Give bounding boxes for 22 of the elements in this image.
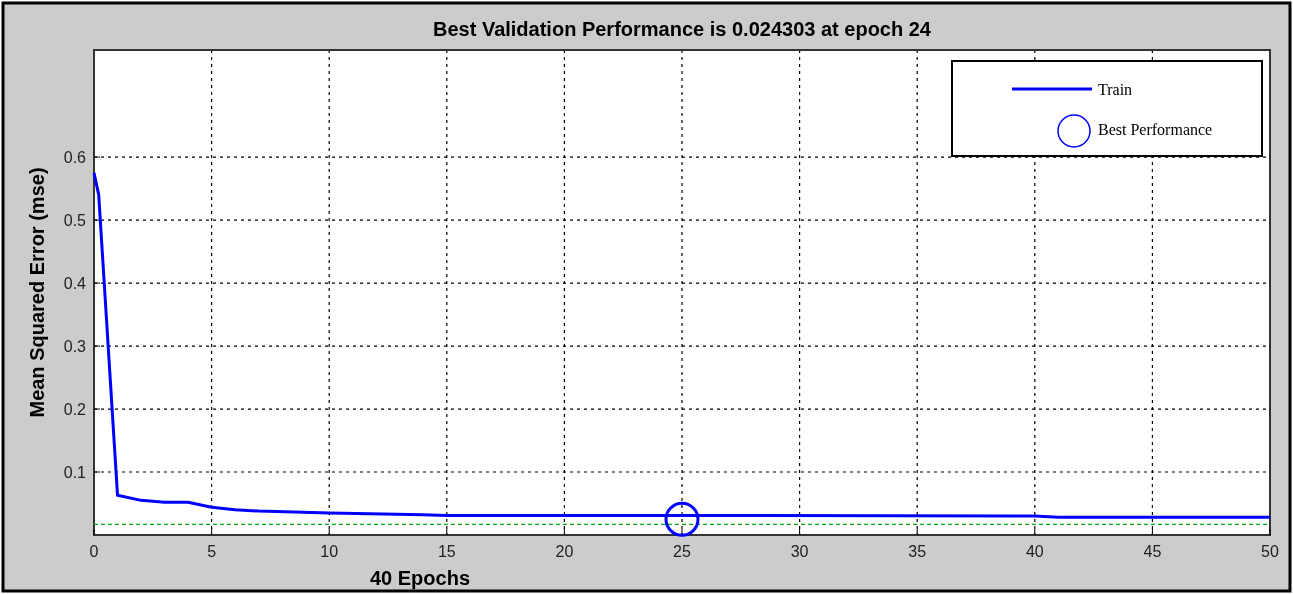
- x-tick-label: 10: [320, 543, 339, 560]
- x-tick-label: 25: [673, 543, 691, 560]
- x-tick-label: 5: [207, 543, 217, 560]
- x-tick-label: 50: [1261, 543, 1279, 560]
- x-tick-label: 30: [790, 543, 809, 560]
- x-tick-label: 0: [89, 543, 99, 560]
- y-tick-label: 0.6: [63, 149, 87, 167]
- y-tick-label: 0.2: [63, 401, 87, 419]
- x-axis-title: 40 Epochs: [369, 567, 471, 589]
- x-tick-label: 40: [1025, 543, 1044, 560]
- legend-label: Train: [1098, 81, 1133, 98]
- x-tick-label: 45: [1143, 543, 1162, 560]
- x-tick-label: 20: [555, 543, 574, 560]
- x-tick-label: 15: [437, 543, 456, 560]
- y-tick-label: 0.5: [63, 212, 87, 230]
- y-tick-label: 0.4: [63, 275, 87, 293]
- legend-label: Best Performance: [1098, 121, 1213, 138]
- y-tick-label: 0.1: [63, 464, 87, 482]
- x-tick-label: 35: [908, 543, 927, 560]
- y-tick-label: 0.3: [63, 338, 87, 356]
- y-axis-title: Mean Squared Error (mse): [26, 167, 48, 418]
- chart-title: Best Validation Performance is 0.024303 at epoch 24: [432, 18, 932, 40]
